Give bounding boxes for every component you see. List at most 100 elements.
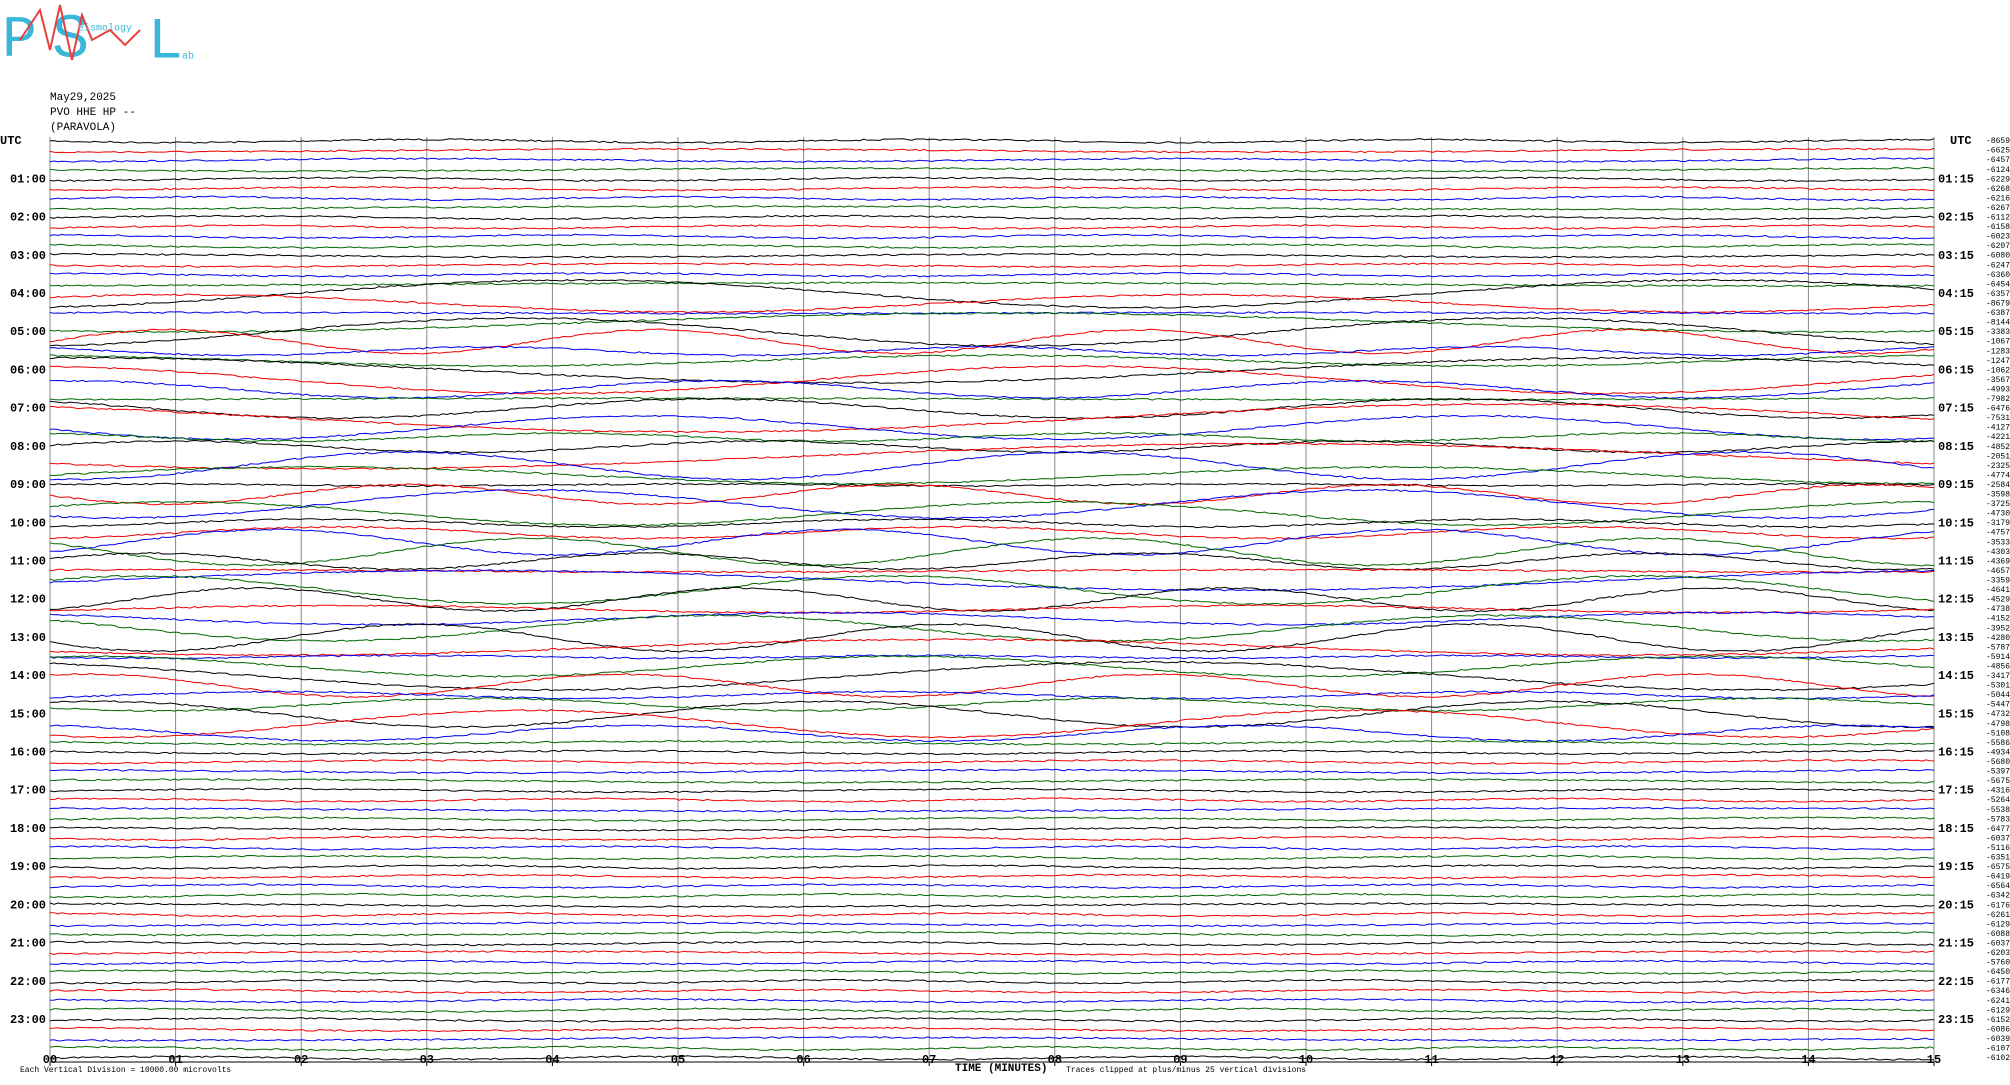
trace-offset: -6129 xyxy=(1986,920,2010,929)
trace-offset: -4732 xyxy=(1986,710,2010,719)
x-tick-label: 08 xyxy=(1048,1053,1062,1067)
trace-offset: -6152 xyxy=(1986,1016,2010,1025)
trace xyxy=(49,396,1935,401)
left-hour-label: 10:00 xyxy=(10,516,46,530)
trace-offset: -8679 xyxy=(1986,299,2010,308)
trace xyxy=(49,243,1935,249)
trace-offset: -6037 xyxy=(1986,834,2010,843)
trace-offset: -6037 xyxy=(1986,939,2010,948)
trace-offset: -6387 xyxy=(1986,309,2010,318)
trace-offset: -6247 xyxy=(1986,261,2010,270)
trace xyxy=(49,892,1935,899)
trace xyxy=(49,835,1935,842)
trace-offset: -6207 xyxy=(1986,242,2010,251)
trace-offset: -6267 xyxy=(1986,204,2010,213)
trace-offset: -5783 xyxy=(1986,815,2010,824)
trace xyxy=(49,252,1935,259)
trace xyxy=(49,1045,1935,1052)
left-hour-label: 23:00 xyxy=(10,1013,46,1027)
trace-offset: -6112 xyxy=(1986,214,2010,223)
trace-offset: -6357 xyxy=(1986,290,2010,299)
trace-offset: -4280 xyxy=(1986,634,2010,643)
trace-offset: -5680 xyxy=(1986,758,2010,767)
trace-offset: -6124 xyxy=(1986,166,2010,175)
trace-offset: -6342 xyxy=(1986,892,2010,901)
trace-offset: -5914 xyxy=(1986,653,2010,662)
trace xyxy=(49,604,1935,614)
x-tick-label: 11 xyxy=(1424,1053,1438,1067)
trace xyxy=(49,1055,1935,1061)
trace xyxy=(49,537,1935,567)
trace-offset: -3179 xyxy=(1986,519,2010,528)
left-hour-label: 16:00 xyxy=(10,746,46,760)
trace xyxy=(49,569,1935,592)
trace-offset: -4303 xyxy=(1986,548,2010,557)
left-hour-label: 19:00 xyxy=(10,860,46,874)
trace xyxy=(49,845,1935,851)
trace-offset: -5586 xyxy=(1986,739,2010,748)
right-hour-label: 15:15 xyxy=(1938,707,1974,721)
trace-offset: -4852 xyxy=(1986,443,2010,452)
trace-offset: -5787 xyxy=(1986,643,2010,652)
trace xyxy=(49,528,1935,557)
trace xyxy=(50,586,1935,613)
trace xyxy=(50,402,1935,434)
left-hour-label: 07:00 xyxy=(10,402,46,416)
trace xyxy=(49,397,1935,420)
trace-offset: -6419 xyxy=(1986,873,2010,882)
trace xyxy=(49,176,1935,183)
trace-offset: -6039 xyxy=(1986,1035,2010,1044)
footer-division: Each Vertical Division = 10000.00 microv… xyxy=(20,1066,231,1075)
right-axis-title: UTC xyxy=(1950,134,1972,148)
trace-offset: -8144 xyxy=(1986,319,2010,328)
right-hour-label: 23:15 xyxy=(1938,1013,1974,1027)
trace xyxy=(49,739,1935,746)
trace-offset: -4529 xyxy=(1986,596,2010,605)
trace-offset: -7982 xyxy=(1986,395,2010,404)
right-hour-label: 16:15 xyxy=(1938,746,1974,760)
trace-offset: -6625 xyxy=(1986,147,2010,156)
trace xyxy=(49,439,1935,454)
trace xyxy=(49,500,1935,527)
trace xyxy=(49,854,1934,861)
trace xyxy=(49,988,1935,994)
trace-offset: -4774 xyxy=(1986,471,2010,480)
trace-offset: -3567 xyxy=(1986,376,2010,385)
trace-offset: -4730 xyxy=(1986,510,2010,519)
date: May29,2025 xyxy=(50,92,116,104)
x-tick-label: 03 xyxy=(420,1053,434,1067)
x-tick-label: 13 xyxy=(1676,1053,1690,1067)
trace xyxy=(49,978,1935,985)
logo-wave xyxy=(19,4,141,61)
trace xyxy=(49,638,1935,657)
trace-offset: -3725 xyxy=(1986,500,2010,509)
trace xyxy=(49,864,1935,870)
trace xyxy=(49,185,1935,192)
trace xyxy=(49,911,1935,918)
logo-word: ab xyxy=(182,51,194,63)
left-hour-label: 17:00 xyxy=(10,784,46,798)
x-axis-title: TIME (MINUTES) xyxy=(955,1063,1047,1075)
x-tick-label: 06 xyxy=(796,1053,810,1067)
trace-offset: -3417 xyxy=(1986,672,2010,681)
trace xyxy=(49,568,1935,574)
trace-offset: -4316 xyxy=(1986,787,2010,796)
x-tick-label: 10 xyxy=(1299,1053,1313,1067)
trace xyxy=(49,214,1935,221)
trace-offset: -10621 xyxy=(1986,366,2010,375)
trace-offset: -8659 xyxy=(1986,137,2010,146)
trace xyxy=(49,950,1935,956)
trace xyxy=(49,672,1935,699)
trace xyxy=(49,450,1935,481)
trace-offset: -4798 xyxy=(1986,720,2010,729)
right-hour-label: 08:15 xyxy=(1938,440,1974,454)
trace xyxy=(49,797,1935,803)
trace xyxy=(49,328,1935,355)
left-hour-label: 06:00 xyxy=(10,363,46,377)
right-hour-label: 21:15 xyxy=(1938,937,1974,951)
trace-offset: -4369 xyxy=(1986,557,2010,566)
trace xyxy=(49,700,1935,729)
trace-offset: -6158 xyxy=(1986,223,2010,232)
